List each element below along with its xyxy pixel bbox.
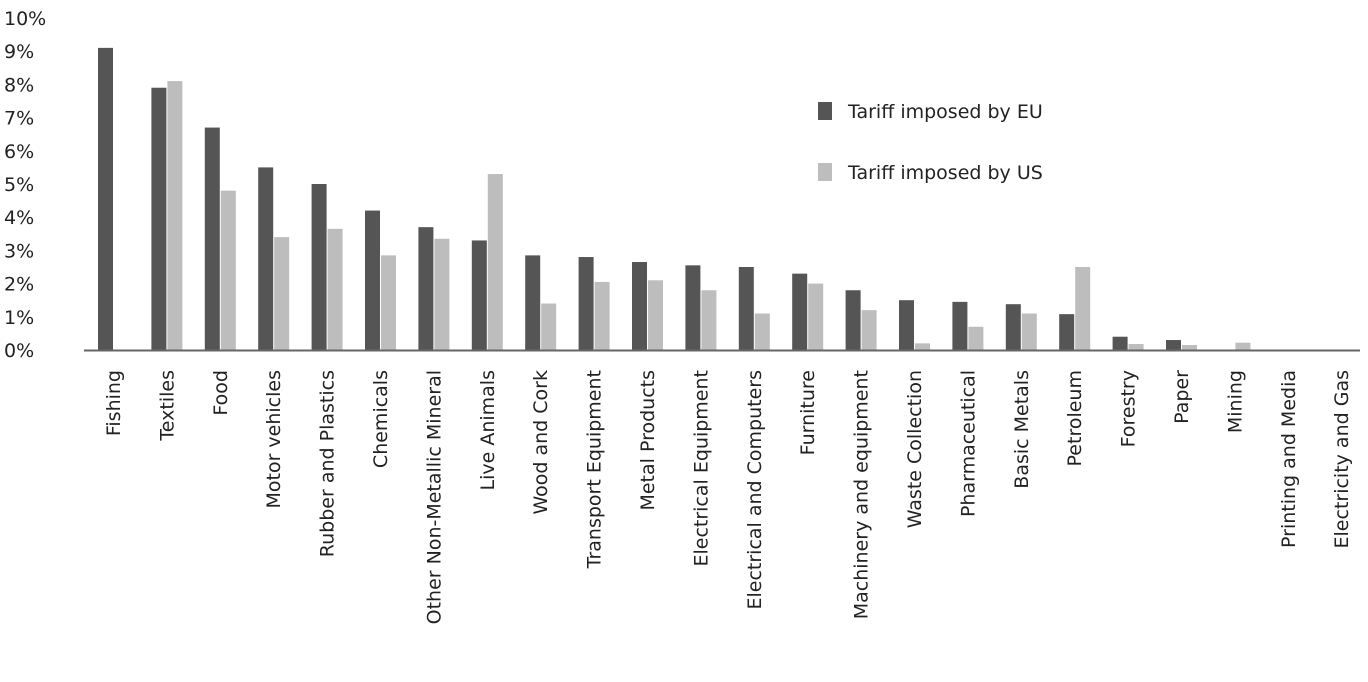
legend-label: Tariff imposed by US <box>847 162 1043 184</box>
category-label: Motor vehicles <box>263 370 285 509</box>
category-label: Pharmaceutical <box>957 370 979 517</box>
y-tick-label: 0% <box>4 340 34 362</box>
y-tick-label: 3% <box>4 240 34 262</box>
bar-eu <box>952 301 968 350</box>
bar-us <box>167 81 183 350</box>
category-label: Fishing <box>103 370 125 436</box>
bar-eu <box>738 267 754 350</box>
bar-us <box>594 281 610 350</box>
bar-us <box>968 326 984 350</box>
bar-eu <box>98 47 113 350</box>
category-label: Textiles <box>156 370 178 442</box>
y-tick-label: 10% <box>4 8 46 30</box>
bar-eu <box>899 300 914 350</box>
bar-us <box>754 313 770 350</box>
bar-us <box>381 255 396 350</box>
category-label: Furniture <box>797 370 819 455</box>
category-label: Metal Products <box>637 370 659 511</box>
bar-eu <box>418 227 434 350</box>
bar-us <box>648 280 663 350</box>
bar-eu <box>365 210 380 350</box>
bar-eu <box>685 265 701 350</box>
y-tick-label: 9% <box>4 41 34 63</box>
bar-eu <box>845 290 861 350</box>
bar-eu <box>792 273 808 350</box>
category-label: Transport Equipment <box>584 370 606 569</box>
bar-us <box>701 290 717 350</box>
y-tick-label: 2% <box>4 274 34 296</box>
bar-us <box>1128 344 1144 350</box>
bar-us <box>915 343 930 350</box>
category-label: Live Animals <box>477 370 499 491</box>
bar-us <box>541 303 557 350</box>
category-label: Forestry <box>1118 370 1140 447</box>
bar-us <box>1021 313 1037 350</box>
bar-us <box>1182 345 1197 350</box>
bar-us <box>434 238 450 350</box>
y-tick-label: 4% <box>4 207 34 229</box>
bar-eu <box>1166 340 1181 350</box>
legend-swatch <box>818 163 832 181</box>
bar-us <box>1075 267 1091 350</box>
y-axis: 0% 1% 2% 3% 4% 5% 6% 7% 8% 9% 10% <box>4 8 46 362</box>
category-label: Machinery and equipment <box>851 370 873 619</box>
bar-eu <box>204 127 220 350</box>
category-label: Printing and Media <box>1278 370 1300 548</box>
bar-eu <box>151 87 167 350</box>
category-label: Wood and Cork <box>530 370 552 515</box>
bar-us <box>487 174 503 350</box>
y-tick-label: 1% <box>4 307 34 329</box>
bar-eu <box>258 167 274 350</box>
category-label: Electricity and Gas <box>1331 370 1353 548</box>
y-tick-label: 6% <box>4 141 34 163</box>
bar-eu <box>632 262 647 350</box>
bar-us <box>808 283 824 350</box>
bar-us <box>327 228 343 350</box>
bar-us <box>220 190 236 350</box>
bar-eu <box>1112 336 1128 350</box>
legend-label: Tariff imposed by EU <box>847 101 1043 123</box>
category-label: Food <box>210 370 232 416</box>
bar-us <box>1235 342 1251 350</box>
legend: Tariff imposed by EU Tariff imposed by US <box>818 101 1043 184</box>
bars <box>98 47 1251 350</box>
bar-eu <box>1005 304 1021 350</box>
bar-eu <box>525 255 541 350</box>
x-axis: Fishing Textiles Food Motor vehicles Rubber … <box>84 349 1360 624</box>
bar-us <box>861 310 877 350</box>
bar-us <box>274 237 290 350</box>
category-label: Waste Collection <box>904 370 926 528</box>
category-label: Chemicals <box>370 370 392 468</box>
category-label: Mining <box>1224 370 1246 433</box>
category-label: Rubber and Plastics <box>317 370 339 557</box>
bar-eu <box>311 184 327 350</box>
legend-swatch <box>818 102 832 120</box>
category-label: Other Non-Metallic Mineral <box>423 370 445 624</box>
bar-eu <box>1059 314 1075 350</box>
bar-eu <box>578 257 594 350</box>
category-label: Paper <box>1171 370 1193 424</box>
category-label: Petroleum <box>1064 370 1086 466</box>
category-label: Electrical Equipment <box>690 370 712 567</box>
category-label: Basic Metals <box>1011 370 1033 489</box>
category-label: Electrical and Computers <box>744 370 766 610</box>
y-tick-label: 7% <box>4 108 34 130</box>
y-tick-label: 5% <box>4 174 34 196</box>
y-tick-label: 8% <box>4 74 34 96</box>
bar-eu <box>471 240 487 350</box>
